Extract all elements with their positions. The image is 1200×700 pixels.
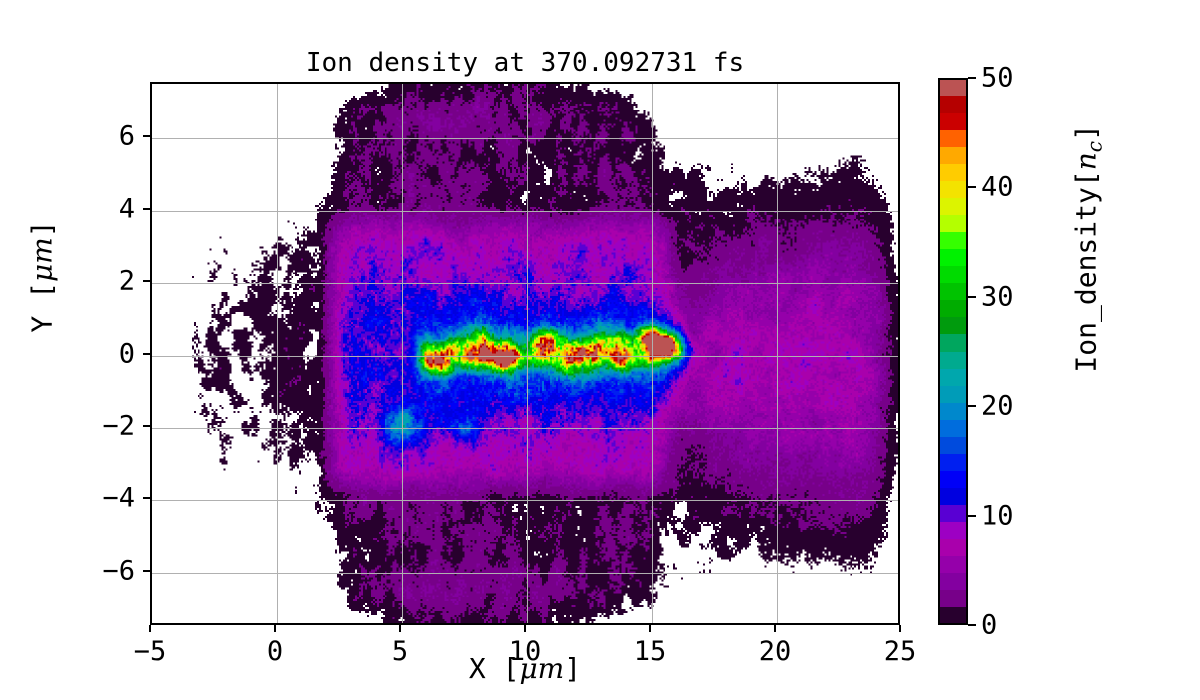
x-tick-mark — [774, 625, 776, 632]
x-tick-mark — [399, 625, 401, 632]
plot-area[interactable] — [150, 82, 900, 625]
x-axis-title: X [μm] — [150, 652, 900, 685]
y-tick-label: 4 — [118, 193, 135, 225]
x-tick-mark — [899, 625, 901, 632]
x-tick-label: 15 — [633, 636, 667, 667]
y-tick-mark — [143, 207, 150, 210]
colorbar-tick-label: 10 — [981, 500, 1014, 532]
x-axis-title-close: ] — [564, 652, 582, 685]
plot-title: Ion density at 370.092731 fs — [305, 48, 745, 78]
y-tick-label: 6 — [118, 120, 135, 152]
colorbar[interactable] — [938, 78, 968, 625]
x-tick-label: 10 — [508, 636, 542, 667]
x-tick-label: −5 — [133, 636, 167, 667]
y-tick-mark — [143, 280, 150, 283]
colorbar-tick-mark — [968, 405, 976, 408]
y-tick-label: 2 — [118, 265, 135, 297]
colorbar-subscript: c — [1082, 140, 1107, 153]
x-tick-label: 5 — [391, 636, 409, 667]
y-axis-title-text: Y [ — [25, 282, 59, 333]
x-tick-label: 25 — [883, 636, 917, 667]
y-tick-mark — [143, 424, 150, 427]
colorbar-tick-label: 50 — [981, 62, 1014, 94]
x-tick-label: 20 — [758, 636, 792, 667]
y-axis-unit: μm — [25, 237, 59, 283]
y-axis-title-close: ] — [25, 220, 59, 238]
colorbar-tick-label: 20 — [981, 390, 1014, 422]
y-tick-mark — [143, 135, 150, 138]
colorbar-tick-mark — [968, 77, 976, 79]
colorbar-gradient — [938, 78, 968, 625]
x-tick-mark — [274, 625, 276, 632]
colorbar-title-text: Ion_density[ — [1069, 170, 1103, 373]
y-tick-label: −4 — [102, 482, 135, 514]
colorbar-tick-mark — [968, 186, 976, 189]
x-tick-label: 0 — [266, 636, 284, 667]
colorbar-tick-label: 40 — [981, 171, 1014, 203]
x-tick-mark — [524, 625, 526, 632]
colorbar-symbol: n — [1069, 152, 1103, 171]
y-tick-label: −6 — [102, 555, 135, 587]
colorbar-tick-mark — [968, 514, 976, 517]
x-axis-title-text: X [ — [468, 652, 520, 685]
x-axis-unit: μm — [519, 652, 565, 685]
colorbar-tick-mark — [968, 624, 976, 626]
x-tick-mark — [149, 625, 151, 632]
y-tick-label: −2 — [102, 410, 135, 442]
colorbar-tick-label: 30 — [981, 281, 1014, 313]
density-heatmap — [152, 84, 898, 623]
y-tick-label: 0 — [118, 338, 135, 369]
colorbar-title-close: ] — [1069, 124, 1103, 141]
colorbar-tick-mark — [968, 295, 976, 298]
y-tick-mark — [143, 352, 150, 355]
y-tick-mark — [143, 569, 150, 572]
colorbar-title: Ion_density[nc] — [1070, 48, 1107, 448]
x-tick-mark — [649, 625, 651, 632]
colorbar-tick-label: 0 — [981, 609, 998, 641]
y-tick-mark — [143, 497, 150, 500]
y-axis-title: Y [μm] — [26, 127, 59, 427]
